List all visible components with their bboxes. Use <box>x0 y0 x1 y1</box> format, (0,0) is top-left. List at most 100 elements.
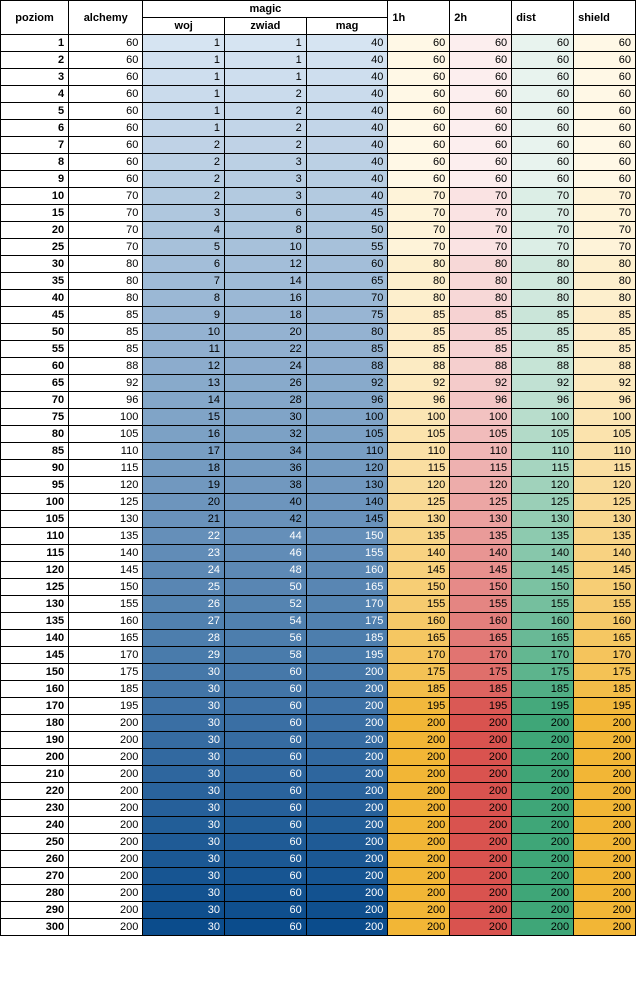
table-row: 851101734110110110110110 <box>1 443 636 460</box>
cell: 200 <box>306 868 388 885</box>
cell: 30 <box>143 868 225 885</box>
cell: 60 <box>512 103 574 120</box>
cell: 60 <box>69 120 143 137</box>
cell: 160 <box>69 613 143 630</box>
cell: 200 <box>306 664 388 681</box>
cell: 60 <box>450 154 512 171</box>
cell: 40 <box>306 120 388 137</box>
cell: 125 <box>450 494 512 511</box>
cell: 28 <box>143 630 225 647</box>
cell: 140 <box>306 494 388 511</box>
cell: 80 <box>574 273 636 290</box>
cell: 30 <box>143 834 225 851</box>
cell: 75 <box>1 409 69 426</box>
cell: 38 <box>225 477 307 494</box>
cell: 200 <box>450 902 512 919</box>
cell: 160 <box>512 613 574 630</box>
table-row: 901151836120115115115115 <box>1 460 636 477</box>
cell: 60 <box>574 69 636 86</box>
cell: 3 <box>1 69 69 86</box>
table-row: 1902003060200200200200200 <box>1 732 636 749</box>
cell: 100 <box>512 409 574 426</box>
cell: 30 <box>1 256 69 273</box>
cell: 200 <box>512 817 574 834</box>
table-row: 360114060606060 <box>1 69 636 86</box>
cell: 60 <box>512 154 574 171</box>
cell: 70 <box>512 239 574 256</box>
cell: 200 <box>388 885 450 902</box>
cell: 1 <box>225 35 307 52</box>
cell: 70 <box>574 188 636 205</box>
table-row: 2902003060200200200200200 <box>1 902 636 919</box>
cell: 120 <box>450 477 512 494</box>
header-1h: 1h <box>388 1 450 35</box>
header-2h: 2h <box>450 1 512 35</box>
table-row: 160114060606060 <box>1 35 636 52</box>
cell: 30 <box>143 698 225 715</box>
cell: 60 <box>69 69 143 86</box>
cell: 195 <box>450 698 512 715</box>
cell: 200 <box>69 783 143 800</box>
cell: 60 <box>450 137 512 154</box>
cell: 16 <box>225 290 307 307</box>
cell: 1 <box>143 35 225 52</box>
cell: 200 <box>306 783 388 800</box>
cell: 160 <box>306 562 388 579</box>
cell: 105 <box>388 426 450 443</box>
cell: 120 <box>1 562 69 579</box>
cell: 115 <box>574 460 636 477</box>
table-row: 2802003060200200200200200 <box>1 885 636 902</box>
cell: 26 <box>225 375 307 392</box>
cell: 60 <box>450 120 512 137</box>
cell: 110 <box>512 443 574 460</box>
cell: 85 <box>388 324 450 341</box>
table-row: 860234060606060 <box>1 154 636 171</box>
cell: 80 <box>388 256 450 273</box>
cell: 22 <box>225 341 307 358</box>
cell: 40 <box>306 137 388 154</box>
cell: 85 <box>306 341 388 358</box>
cell: 60 <box>388 103 450 120</box>
header-magic: magic <box>143 1 388 18</box>
cell: 6 <box>1 120 69 137</box>
cell: 88 <box>574 358 636 375</box>
cell: 60 <box>574 35 636 52</box>
cell: 55 <box>1 341 69 358</box>
cell: 30 <box>143 732 225 749</box>
cell: 96 <box>450 392 512 409</box>
cell: 85 <box>388 307 450 324</box>
cell: 60 <box>388 171 450 188</box>
cell: 27 <box>143 613 225 630</box>
cell: 60 <box>225 681 307 698</box>
cell: 145 <box>574 562 636 579</box>
table-row: 1051302142145130130130130 <box>1 511 636 528</box>
cell: 60 <box>225 902 307 919</box>
table-row: 2102003060200200200200200 <box>1 766 636 783</box>
cell: 115 <box>1 545 69 562</box>
cell: 135 <box>1 613 69 630</box>
cell: 60 <box>225 800 307 817</box>
cell: 85 <box>574 307 636 324</box>
cell: 195 <box>306 647 388 664</box>
cell: 3 <box>225 171 307 188</box>
cell: 60 <box>574 154 636 171</box>
cell: 140 <box>388 545 450 562</box>
cell: 200 <box>450 766 512 783</box>
cell: 200 <box>574 868 636 885</box>
cell: 200 <box>388 834 450 851</box>
cell: 30 <box>143 800 225 817</box>
table-row: 1251502550165150150150150 <box>1 579 636 596</box>
cell: 60 <box>512 120 574 137</box>
cell: 170 <box>388 647 450 664</box>
cell: 100 <box>574 409 636 426</box>
cell: 11 <box>143 341 225 358</box>
cell: 200 <box>574 783 636 800</box>
cell: 180 <box>1 715 69 732</box>
cell: 135 <box>69 528 143 545</box>
cell: 92 <box>306 375 388 392</box>
cell: 92 <box>450 375 512 392</box>
cell: 155 <box>388 596 450 613</box>
cell: 175 <box>306 613 388 630</box>
cell: 110 <box>388 443 450 460</box>
cell: 115 <box>512 460 574 477</box>
